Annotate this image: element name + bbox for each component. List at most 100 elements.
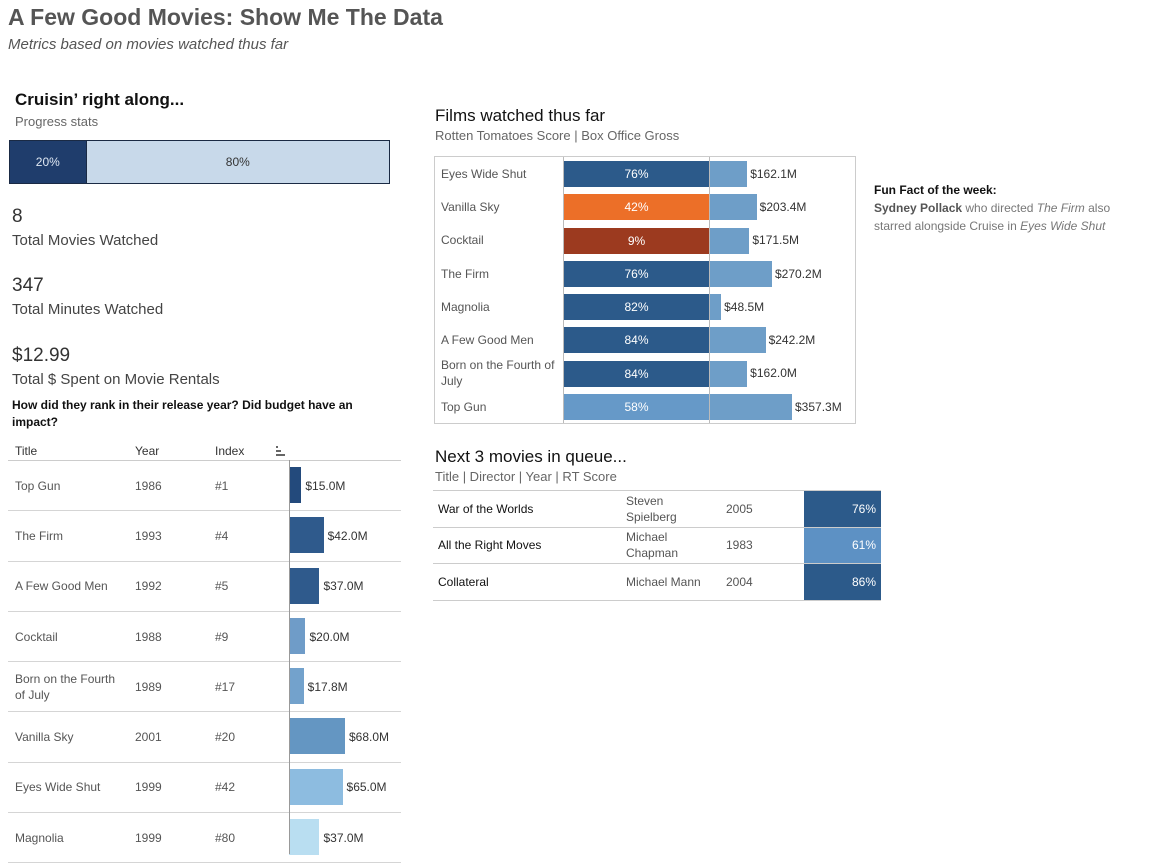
queue-title: All the Right Moves bbox=[438, 538, 542, 553]
box-office-label: $270.2M bbox=[775, 266, 822, 281]
budget-bar bbox=[289, 819, 320, 856]
fun-fact-text: Sydney Pollack who directed The Firm als… bbox=[874, 199, 1124, 235]
budget-label: $37.0M bbox=[323, 579, 364, 594]
budget-label: $20.0M bbox=[309, 629, 350, 644]
queue-year: 2004 bbox=[726, 574, 753, 589]
ranking-row: Vanilla Sky 2001 #20 $68.0M bbox=[8, 712, 401, 763]
queue-table: War of the Worlds Steven Spielberg 2005 76%… bbox=[433, 490, 881, 601]
progress-heading: Cruisin’ right along... bbox=[15, 90, 185, 109]
budget-bar bbox=[289, 768, 343, 805]
films-chart: Eyes Wide Shut 76% $162.1M Vanilla Sky 42% $2… bbox=[434, 156, 856, 424]
header-title[interactable]: Title bbox=[15, 444, 38, 458]
box-office-label: $171.5M bbox=[752, 233, 800, 248]
header-index[interactable]: Index bbox=[215, 444, 245, 458]
film-name: Cocktail bbox=[441, 233, 484, 248]
page-subtitle: Metrics based on movies watched thus far bbox=[8, 36, 289, 53]
queue-year: 1983 bbox=[726, 538, 753, 553]
budget-bar bbox=[289, 617, 306, 654]
budget-label: $17.8M bbox=[307, 679, 348, 694]
films-separator bbox=[709, 157, 710, 423]
progress-done-segment: 20% bbox=[10, 141, 86, 183]
ranking-year: 1999 bbox=[135, 780, 162, 795]
film-name: Vanilla Sky bbox=[441, 200, 500, 214]
ranking-index: #17 bbox=[215, 679, 236, 694]
films-subheading: Rotten Tomatoes Score | Box Office Gross bbox=[435, 128, 680, 143]
ranking-index: #5 bbox=[215, 579, 229, 594]
rt-score-bar: 76% bbox=[564, 260, 709, 287]
rt-score-bar: 9% bbox=[564, 227, 709, 254]
ranking-title: Eyes Wide Shut bbox=[15, 780, 101, 795]
box-office-bar bbox=[710, 360, 748, 387]
rt-score-bar: 84% bbox=[564, 360, 709, 387]
box-office-bar bbox=[710, 161, 748, 187]
budget-label: $65.0M bbox=[346, 780, 387, 795]
ranking-title: The Firm bbox=[15, 528, 63, 543]
ranking-index: #4 bbox=[215, 528, 229, 543]
rt-score-bar: 58% bbox=[564, 393, 709, 420]
ranking-header: Title Year Index bbox=[8, 442, 401, 461]
budget-label: $15.0M bbox=[305, 478, 346, 493]
film-name: A Few Good Men bbox=[441, 333, 534, 347]
stat-movies-label: Total Movies Watched bbox=[12, 232, 159, 249]
budget-label: $68.0M bbox=[349, 730, 390, 745]
stat-minutes-value: 347 bbox=[12, 275, 44, 296]
queue-subheading: Title | Director | Year | RT Score bbox=[435, 469, 617, 484]
box-office-bar bbox=[710, 260, 772, 287]
fun-fact-film-1: The Firm bbox=[1036, 201, 1085, 215]
film-row: Eyes Wide Shut 76% $162.1M bbox=[435, 157, 855, 191]
budget-bar bbox=[289, 718, 345, 755]
budget-axis-line bbox=[289, 460, 290, 854]
queue-rt-score: 76% bbox=[804, 491, 881, 527]
ranking-title: Vanilla Sky bbox=[15, 730, 74, 745]
box-office-label: $203.4M bbox=[759, 200, 807, 214]
box-office-bar bbox=[710, 294, 722, 320]
film-name: The Firm bbox=[441, 266, 489, 281]
queue-title: Collateral bbox=[438, 574, 489, 589]
queue-director: Michael Mann bbox=[626, 574, 701, 589]
ranking-row: Born on the Fourth of July 1989 #17 $17.8M bbox=[8, 662, 401, 713]
header-year[interactable]: Year bbox=[135, 444, 160, 458]
ranking-title: Born on the Fourth of July bbox=[15, 671, 116, 702]
stat-spent-value: $12.99 bbox=[12, 345, 71, 366]
budget-bar bbox=[289, 517, 324, 554]
queue-director: Steven Spielberg bbox=[626, 493, 677, 524]
films-separator bbox=[563, 157, 564, 423]
films-heading: Films watched thus far bbox=[435, 106, 606, 125]
fun-fact-text-1: who directed bbox=[962, 201, 1037, 215]
box-office-bar bbox=[710, 393, 792, 420]
ranking-row: A Few Good Men 1992 #5 $37.0M bbox=[8, 562, 401, 612]
ranking-year: 1992 bbox=[135, 579, 162, 594]
fun-fact-heading: Fun Fact of the week: bbox=[874, 183, 997, 197]
film-name: Magnolia bbox=[441, 299, 490, 314]
ranking-index: #42 bbox=[215, 780, 236, 795]
ranking-year: 1986 bbox=[135, 478, 162, 493]
progress-subheading: Progress stats bbox=[15, 114, 99, 129]
ranking-year: 1989 bbox=[135, 679, 162, 694]
ranking-row: Eyes Wide Shut 1999 #42 $65.0M bbox=[8, 763, 401, 814]
film-name: Top Gun bbox=[441, 399, 487, 414]
ranking-index: #20 bbox=[215, 730, 236, 745]
film-row: The Firm 76% $270.2M bbox=[435, 257, 855, 291]
film-row: Vanilla Sky 42% $203.4M bbox=[435, 190, 855, 224]
rt-score-bar: 82% bbox=[564, 294, 709, 320]
queue-rt-score: 86% bbox=[804, 564, 881, 600]
film-name: Born on the Fourth of July bbox=[441, 358, 555, 389]
stat-minutes-label: Total Minutes Watched bbox=[12, 301, 164, 318]
ranking-row: Top Gun 1986 #1 $15.0M bbox=[8, 461, 401, 512]
progress-bar: 20% 80% bbox=[9, 140, 390, 184]
budget-bar bbox=[289, 668, 304, 705]
rt-score-bar: 76% bbox=[564, 161, 709, 187]
ranking-table: Title Year Index Top Gun 1986 #1 $15.0M The … bbox=[8, 442, 401, 863]
ranking-row: Magnolia 1999 #80 $37.0M bbox=[8, 813, 401, 863]
queue-heading: Next 3 movies in queue... bbox=[435, 447, 627, 466]
queue-director: Michael Chapman bbox=[626, 530, 679, 561]
queue-row: All the Right Moves Michael Chapman 1983 61… bbox=[433, 527, 881, 564]
budget-bar bbox=[289, 467, 302, 503]
sort-descending-icon[interactable] bbox=[276, 445, 286, 459]
box-office-bar bbox=[710, 194, 757, 221]
film-row: Born on the Fourth of July 84% $162.0M bbox=[435, 357, 855, 391]
ranking-year: 1988 bbox=[135, 629, 162, 644]
progress-remaining-segment: 80% bbox=[85, 141, 389, 183]
stat-movies-value: 8 bbox=[12, 206, 23, 227]
rt-score-bar: 84% bbox=[564, 327, 709, 354]
